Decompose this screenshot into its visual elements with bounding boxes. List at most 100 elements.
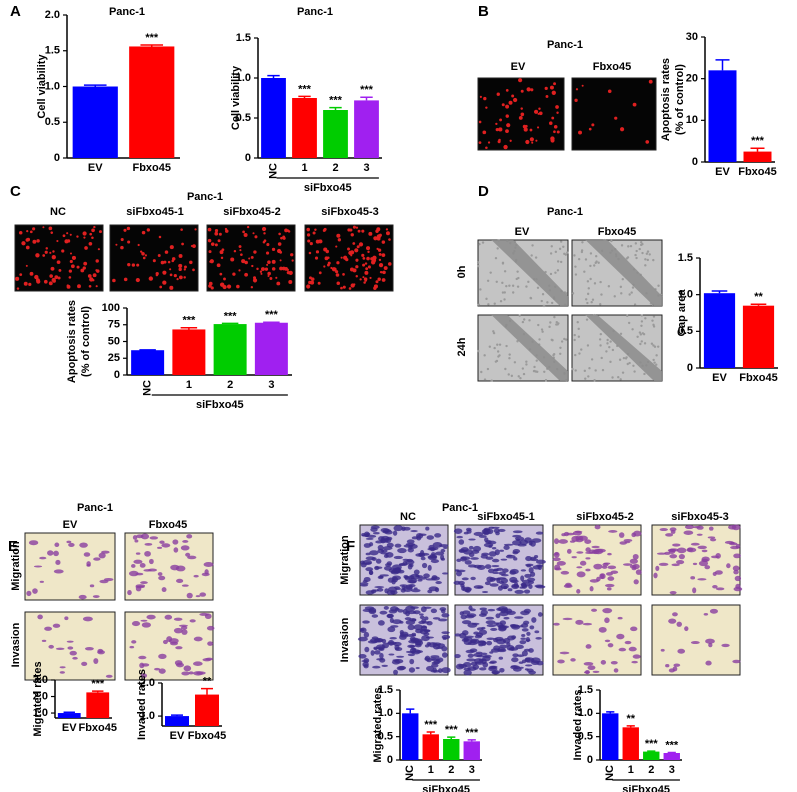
cell <box>286 271 291 275</box>
cell <box>604 583 615 588</box>
cell <box>76 265 80 269</box>
y-tick-label: 2.0 <box>45 9 60 21</box>
image-row-label: 24h <box>456 337 468 356</box>
cell <box>588 127 592 131</box>
cell <box>363 664 369 669</box>
texture <box>583 270 586 273</box>
cell <box>482 130 487 135</box>
bar <box>292 98 317 158</box>
cell <box>134 539 139 543</box>
scratch-gap <box>585 315 662 381</box>
cell <box>349 250 355 255</box>
cell <box>624 640 632 645</box>
error-bar <box>447 736 456 739</box>
cell <box>45 247 48 250</box>
cell <box>491 546 497 550</box>
cell <box>440 548 446 553</box>
texture <box>571 367 574 371</box>
image-row-label: Invasion <box>339 617 351 662</box>
texture <box>499 300 503 303</box>
scratch-gap <box>491 315 568 381</box>
cell <box>44 250 48 254</box>
cell <box>414 640 424 646</box>
cell <box>400 588 406 593</box>
texture <box>634 242 638 245</box>
x-tick-label: Fbxo45 <box>739 372 778 384</box>
cell <box>335 245 338 248</box>
texture <box>634 253 637 257</box>
texture <box>638 247 641 251</box>
texture <box>558 247 562 251</box>
cell <box>323 247 328 252</box>
texture <box>594 369 597 372</box>
cell <box>131 640 137 644</box>
cell <box>535 585 546 589</box>
cell <box>520 107 523 110</box>
texture <box>532 369 536 373</box>
cell <box>463 549 473 555</box>
cell <box>585 551 595 554</box>
cell <box>552 557 561 562</box>
cell <box>361 532 366 537</box>
texture <box>646 258 650 262</box>
cell <box>409 645 415 648</box>
error-bar <box>715 59 730 71</box>
texture <box>593 379 596 382</box>
cell <box>370 260 376 265</box>
texture <box>507 373 510 376</box>
cell <box>52 279 56 283</box>
texture <box>556 269 560 272</box>
significance: *** <box>91 678 105 690</box>
cell <box>405 559 415 565</box>
cell <box>574 530 583 534</box>
cell <box>98 552 106 559</box>
y-tick-label: 0 <box>54 152 60 164</box>
cell <box>703 613 709 616</box>
cell <box>604 639 611 643</box>
cell <box>171 257 176 261</box>
texture <box>478 242 481 246</box>
texture <box>496 343 499 346</box>
cell <box>469 608 476 612</box>
cell <box>506 123 511 128</box>
texture <box>620 292 623 295</box>
cell <box>457 580 465 586</box>
texture <box>574 353 577 357</box>
cell <box>509 576 518 583</box>
cell <box>617 616 623 620</box>
cell <box>207 641 214 646</box>
cell <box>632 553 639 560</box>
cell <box>438 668 443 673</box>
cell <box>131 621 141 627</box>
cell <box>671 563 680 567</box>
cell <box>511 94 515 98</box>
y-tick-label: 2.0 <box>140 677 155 689</box>
cell <box>49 251 52 254</box>
cell <box>172 539 179 545</box>
cell <box>535 531 544 535</box>
texture <box>476 264 480 268</box>
cell <box>406 633 417 638</box>
cell <box>43 279 48 284</box>
cell <box>537 564 543 571</box>
cell <box>418 576 427 580</box>
texture <box>599 280 602 284</box>
cell <box>360 584 369 587</box>
bar <box>131 350 165 375</box>
cell <box>327 261 331 265</box>
y-tick-label: 1.5 <box>236 32 251 44</box>
cell <box>369 550 379 556</box>
cell <box>51 255 56 260</box>
cell <box>375 280 379 284</box>
texture <box>657 345 660 348</box>
cell <box>453 528 463 535</box>
group-label: siFbxo45 <box>422 784 470 792</box>
cell <box>409 544 418 549</box>
cell <box>183 276 186 279</box>
bar <box>354 100 379 158</box>
cell <box>498 656 504 660</box>
y-axis-label: Gap area <box>676 289 688 337</box>
cell <box>241 259 246 264</box>
y-tick-label: 20 <box>686 73 698 85</box>
cell <box>574 98 578 102</box>
